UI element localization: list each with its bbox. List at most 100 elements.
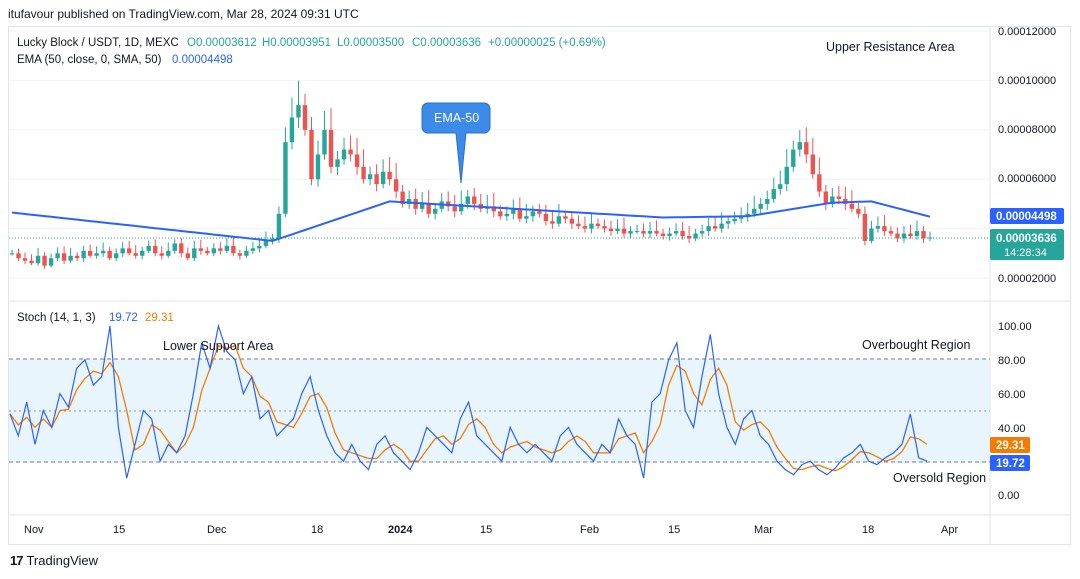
candle-body: [888, 231, 894, 234]
candle-body: [660, 233, 666, 237]
candle-body: [517, 208, 523, 219]
candle-body: [895, 233, 900, 239]
candle-body: [35, 255, 41, 264]
stoch-legend[interactable]: Stoch (14, 1, 3) 19.72 29.31: [17, 312, 174, 324]
candle-body: [621, 228, 627, 234]
candle-body: [849, 203, 855, 209]
time-tick: Mar: [754, 524, 773, 536]
candle-body: [765, 198, 770, 204]
candle-body: [205, 250, 210, 254]
candle-body: [465, 196, 470, 204]
candle-body: [315, 154, 321, 180]
price-tick: 0.00008000: [998, 124, 1056, 136]
candle-body: [869, 228, 874, 241]
candle-body: [778, 184, 783, 190]
candle-body: [289, 117, 295, 143]
price-legend[interactable]: Lucky Block / USDT, 1D, MEXC O0.00003612…: [17, 37, 606, 66]
candle-body: [419, 203, 425, 209]
candle-body: [693, 233, 698, 239]
time-axis: Nov 15 Dec 18 2024 15 Feb 15 Mar 18 Apr: [24, 524, 958, 536]
candle-body: [830, 196, 835, 204]
candle-body: [699, 231, 705, 234]
stoch-tick: 100.00: [998, 321, 1032, 333]
legend-change: +0.00000025 (+0.69%): [488, 37, 606, 49]
lower-support-label: Lower Support Area: [163, 339, 274, 353]
candle-body: [244, 250, 249, 256]
time-tick: 15: [113, 524, 125, 536]
candle-body: [556, 216, 562, 224]
candle-body: [211, 248, 217, 254]
candle-body: [712, 226, 718, 229]
stoch-tick: 60.00: [998, 389, 1026, 401]
ema-callout: EMA-50: [421, 102, 491, 184]
candle-body: [752, 208, 757, 214]
candle-body: [615, 228, 620, 232]
candle-body: [563, 216, 568, 219]
time-tick: 18: [862, 524, 874, 536]
tradingview-footer[interactable]: 17 TradingView: [10, 553, 98, 568]
candle-body: [153, 245, 158, 254]
legend-symbol: Lucky Block / USDT, 1D, MEXC: [17, 37, 179, 49]
candle-body: [133, 253, 138, 256]
time-tick: Feb: [580, 524, 599, 536]
candle-body: [823, 191, 829, 204]
candle-body: [87, 250, 93, 256]
candle-body: [172, 243, 177, 251]
legend-ema-label: EMA (50, close, 0, SMA, 50): [17, 54, 162, 66]
candle-body: [543, 213, 549, 222]
candle-body: [686, 236, 692, 239]
stoch-k-line: [9, 323, 928, 479]
candle-body: [491, 206, 496, 212]
candle-body: [16, 253, 21, 259]
stoch-d-badge-bg: [990, 437, 1030, 453]
candle-body: [569, 218, 575, 224]
candle-body: [120, 248, 125, 254]
candle-body: [55, 253, 60, 259]
candle-body: [48, 258, 54, 266]
candle-body: [302, 105, 308, 130]
candle-body: [680, 231, 685, 237]
time-tick: 18: [311, 524, 323, 536]
candle-body: [589, 223, 594, 229]
candle-body: [882, 226, 887, 232]
candle-body: [459, 203, 464, 212]
candle-body: [706, 226, 711, 232]
ema-badge-bg: [990, 208, 1064, 224]
stoch-legend-label: Stoch (14, 1, 3): [17, 312, 96, 324]
price-tick: 0.00006000: [998, 173, 1056, 185]
candle-body: [393, 179, 399, 192]
candle-body: [719, 223, 724, 229]
candle-body: [732, 218, 737, 222]
candle-body: [771, 189, 776, 199]
candle-body: [875, 226, 881, 229]
legend-close: C0.00003636: [412, 37, 481, 49]
candle-body: [361, 166, 366, 180]
candle-body: [758, 203, 763, 209]
candle-body: [159, 253, 164, 256]
ema-callout-text: EMA-50: [434, 111, 479, 125]
candle-body: [452, 206, 457, 212]
close-badge: 0.00003636: [996, 233, 1057, 245]
candle-body: [224, 245, 230, 251]
time-tick: Nov: [24, 524, 44, 536]
candle-body: [166, 250, 171, 256]
candle-body: [537, 211, 542, 214]
candle-body: [836, 196, 842, 199]
candle-body: [107, 250, 112, 259]
countdown-badge: 14:28:34: [1004, 247, 1047, 259]
candle-body: [276, 213, 282, 239]
candle-body: [374, 174, 379, 185]
candle-body: [804, 142, 809, 155]
candle-body: [387, 171, 392, 180]
candle-body: [667, 233, 672, 237]
candle-body: [472, 196, 477, 204]
candle-body: [745, 213, 750, 217]
candle-body: [380, 171, 386, 185]
candle-body: [126, 248, 132, 254]
candle-body: [582, 226, 588, 229]
candle-body: [322, 129, 327, 155]
stoch-d-line: [9, 344, 928, 472]
candle-body: [791, 149, 796, 167]
candle-body: [328, 129, 334, 167]
